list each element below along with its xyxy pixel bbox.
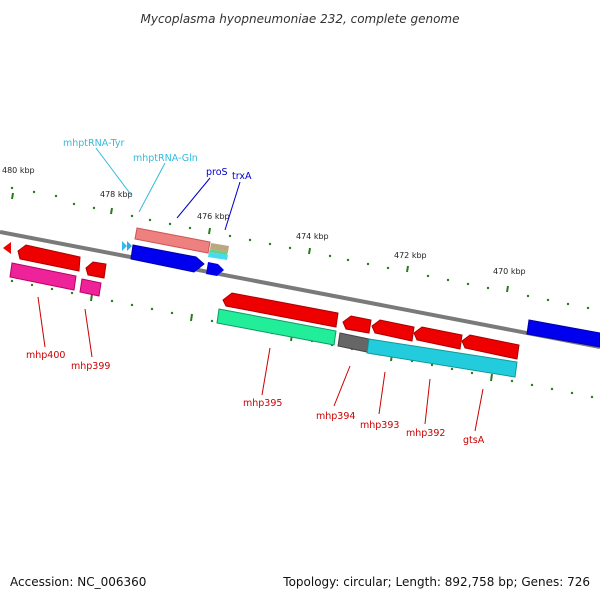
label-trxa: trxA xyxy=(232,171,252,182)
label-mhp393: mhp393 xyxy=(360,420,399,431)
label-mhptrna-tyr: mhptRNA-Tyr xyxy=(63,138,125,149)
small-green-feature xyxy=(209,249,228,255)
mhp395-red-feature xyxy=(222,292,339,328)
tick-label-474: 474 kbp xyxy=(296,232,329,241)
mhp400-red-feature xyxy=(17,244,81,272)
major-tick-478 xyxy=(110,207,113,215)
pros-leader xyxy=(176,177,211,219)
gtsa-red-feature xyxy=(461,334,520,360)
major-tick-474 xyxy=(308,247,311,255)
outer-tick-ring xyxy=(10,186,590,310)
trxa-leader xyxy=(224,181,241,231)
mhp394-red-feature xyxy=(342,315,372,334)
mhp395-leader xyxy=(261,347,271,396)
mhp392-red-feature xyxy=(413,326,463,350)
trxa-feature xyxy=(208,252,228,260)
mhp395-green-feature xyxy=(216,308,337,346)
mhp393-leader xyxy=(378,371,386,415)
mhp399-red-feature xyxy=(85,261,107,279)
genome-summary-text: Topology: circular; Length: 892,758 bp; … xyxy=(282,575,590,589)
mhp394-gray-feature xyxy=(337,332,370,353)
label-mhp399: mhp399 xyxy=(71,361,110,372)
small-blue-arrow-feature xyxy=(206,262,224,276)
label-pros: proS xyxy=(206,167,228,178)
right-blue-feature xyxy=(526,319,600,348)
tick-label-470: 470 kbp xyxy=(493,267,526,276)
red-left-small-feature xyxy=(3,242,11,254)
mhp400-leader xyxy=(37,296,46,348)
cyan-feature xyxy=(366,338,518,378)
major-tick-476 xyxy=(208,227,211,235)
trna-gln-feature xyxy=(127,241,132,251)
tick-label-480: 480 kbp xyxy=(2,166,35,175)
major-tick-470 xyxy=(506,285,509,293)
tick-label-472: 472 kbp xyxy=(394,251,427,260)
label-mhp400: mhp400 xyxy=(26,350,65,361)
mhp399-leader xyxy=(84,308,93,358)
tick-label-478: 478 kbp xyxy=(100,190,133,199)
map-title: Mycoplasma hyopneumoniae 232, complete g… xyxy=(140,12,459,26)
label-mhp395: mhp395 xyxy=(243,398,282,409)
trna-tyr-feature xyxy=(122,241,127,251)
major-tick-472 xyxy=(406,265,409,273)
label-mhptrna-gln: mhptRNA-Gln xyxy=(133,153,198,164)
mhp399-pink-feature xyxy=(79,278,102,297)
trna-tyr-leader xyxy=(95,147,133,197)
label-mhp394: mhp394 xyxy=(316,411,355,422)
label-gtsa: gtsA xyxy=(463,435,485,446)
blue-arrow-feature xyxy=(130,244,205,273)
major-tick-480 xyxy=(11,192,14,200)
mhp394-leader xyxy=(333,365,351,407)
small-tan-feature xyxy=(210,243,229,252)
mhp400-pink-feature xyxy=(9,262,77,291)
gtsa-leader xyxy=(474,388,484,432)
mhp393-red-feature xyxy=(371,319,415,342)
label-mhp392: mhp392 xyxy=(406,428,445,439)
pros-feature xyxy=(134,227,211,254)
tick-label-476: 476 kbp xyxy=(197,212,230,221)
accession-text: Accession: NC_006360 xyxy=(10,575,146,589)
mhp392-leader xyxy=(424,378,431,425)
trna-gln-leader xyxy=(138,162,166,213)
genome-backbone xyxy=(0,230,600,349)
